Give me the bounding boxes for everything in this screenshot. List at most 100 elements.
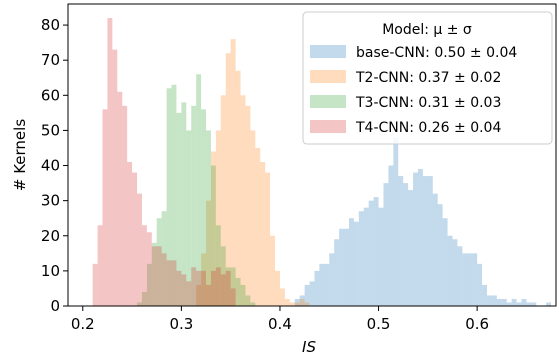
x-tick-label: 0.4: [268, 315, 292, 333]
legend-entry-label: T3-CNN: 0.31 ± 0.03: [355, 95, 501, 111]
histogram-bar: [546, 302, 552, 306]
histogram-bar: [161, 211, 167, 306]
histogram-bar: [137, 302, 142, 306]
histogram-bar: [141, 225, 147, 306]
histogram-bar: [363, 207, 369, 306]
histogram-bar: [171, 84, 177, 306]
legend-swatch: [310, 95, 346, 108]
histogram-bar: [107, 18, 113, 307]
histogram-bar: [245, 295, 251, 306]
histogram-bar: [215, 130, 221, 306]
histogram-bar: [201, 253, 207, 306]
histogram-bar: [210, 151, 216, 306]
histogram-bar: [92, 263, 98, 306]
x-tick-label: 0.5: [367, 315, 391, 333]
histogram-bar: [245, 105, 251, 306]
series-2-bars: [196, 39, 310, 307]
histogram-bar: [260, 162, 266, 306]
histogram-bar: [531, 302, 537, 306]
legend-entry-label: T4-CNN: 0.26 ± 0.04: [355, 120, 501, 136]
histogram-bar: [206, 284, 211, 306]
histogram-bar: [240, 95, 246, 306]
histogram-bar: [210, 165, 216, 306]
histogram-bar: [299, 295, 305, 306]
x-tick-label: 0.6: [465, 315, 489, 333]
histogram-bar: [294, 298, 300, 306]
histogram-bar: [240, 284, 246, 306]
histogram-bar: [334, 239, 340, 306]
histogram-bar: [191, 105, 197, 306]
histogram-bar: [235, 277, 241, 306]
histogram-bar: [122, 105, 128, 306]
histogram-bar: [477, 263, 483, 306]
histogram-bar: [467, 253, 473, 306]
histogram-bar: [353, 221, 359, 306]
histogram-bar: [250, 302, 256, 306]
histogram-bar: [186, 281, 192, 306]
histogram-bar: [427, 176, 433, 306]
histogram-bar: [225, 53, 231, 306]
legend-box: [302, 11, 553, 145]
histogram-bar: [151, 242, 157, 306]
y-tick-label: 30: [41, 192, 60, 210]
histogram-bar: [206, 130, 211, 306]
histogram-bar: [388, 165, 394, 306]
histogram-bar: [472, 253, 478, 306]
histogram-bar: [373, 197, 379, 306]
histogram-bar: [151, 246, 157, 306]
histogram-bar: [127, 162, 133, 306]
histogram-bar: [457, 246, 463, 306]
legend-swatch: [310, 120, 346, 133]
histogram-bar: [462, 253, 468, 306]
histogram-bar: [166, 260, 172, 306]
series-1-bars: [294, 137, 552, 306]
histogram-bar: [309, 281, 315, 306]
histogram-bar: [393, 137, 399, 306]
histogram-bar: [506, 302, 512, 306]
histogram-bar: [408, 190, 414, 306]
histogram-bar: [215, 225, 221, 306]
histogram-bar: [196, 284, 202, 306]
histogram-bar: [447, 235, 453, 306]
histogram-bar: [526, 302, 532, 306]
y-tick-label: 10: [41, 262, 60, 280]
histogram-bar: [442, 218, 448, 306]
legend-swatch: [310, 45, 346, 58]
histogram-bar: [516, 302, 522, 306]
histogram-bar: [304, 284, 310, 306]
legend-entry-label: base-CNN: 0.50 ± 0.04: [356, 45, 517, 61]
histogram-bar: [422, 176, 428, 306]
histogram-bar: [112, 49, 118, 307]
histogram-bar: [275, 270, 280, 306]
histogram-bar: [383, 183, 389, 306]
histogram-bar: [358, 211, 364, 306]
histogram-bar: [329, 253, 335, 306]
histogram-bar: [210, 270, 216, 306]
histogram-bar: [235, 70, 241, 306]
histogram-bar: [265, 172, 271, 306]
histogram-bar: [146, 263, 152, 306]
histogram-bar: [314, 270, 320, 306]
series-4-bars: [92, 18, 236, 307]
y-tick-label: 20: [41, 227, 60, 245]
histogram-bar: [225, 270, 231, 306]
x-tick-label: 0.3: [169, 315, 193, 333]
histogram-bar: [132, 172, 138, 306]
legend-title: Model: μ ± σ: [382, 22, 472, 38]
histogram-bar: [491, 295, 497, 306]
histogram-bar: [230, 288, 236, 306]
histogram-bar: [191, 267, 197, 306]
histogram-bar: [299, 298, 305, 306]
histogram-bar: [324, 263, 330, 306]
x-tick-label: 0.2: [71, 315, 95, 333]
histogram-bar: [413, 172, 418, 306]
histogram-bar: [482, 284, 487, 306]
histogram-bar: [117, 91, 123, 306]
histogram-bar: [501, 298, 507, 306]
y-tick-label: 80: [41, 16, 60, 34]
histogram-bar: [196, 270, 202, 306]
histogram-bar: [250, 130, 256, 306]
histogram-bar: [348, 218, 354, 306]
legend-swatch: [310, 70, 346, 83]
histogram-bar: [146, 232, 152, 306]
